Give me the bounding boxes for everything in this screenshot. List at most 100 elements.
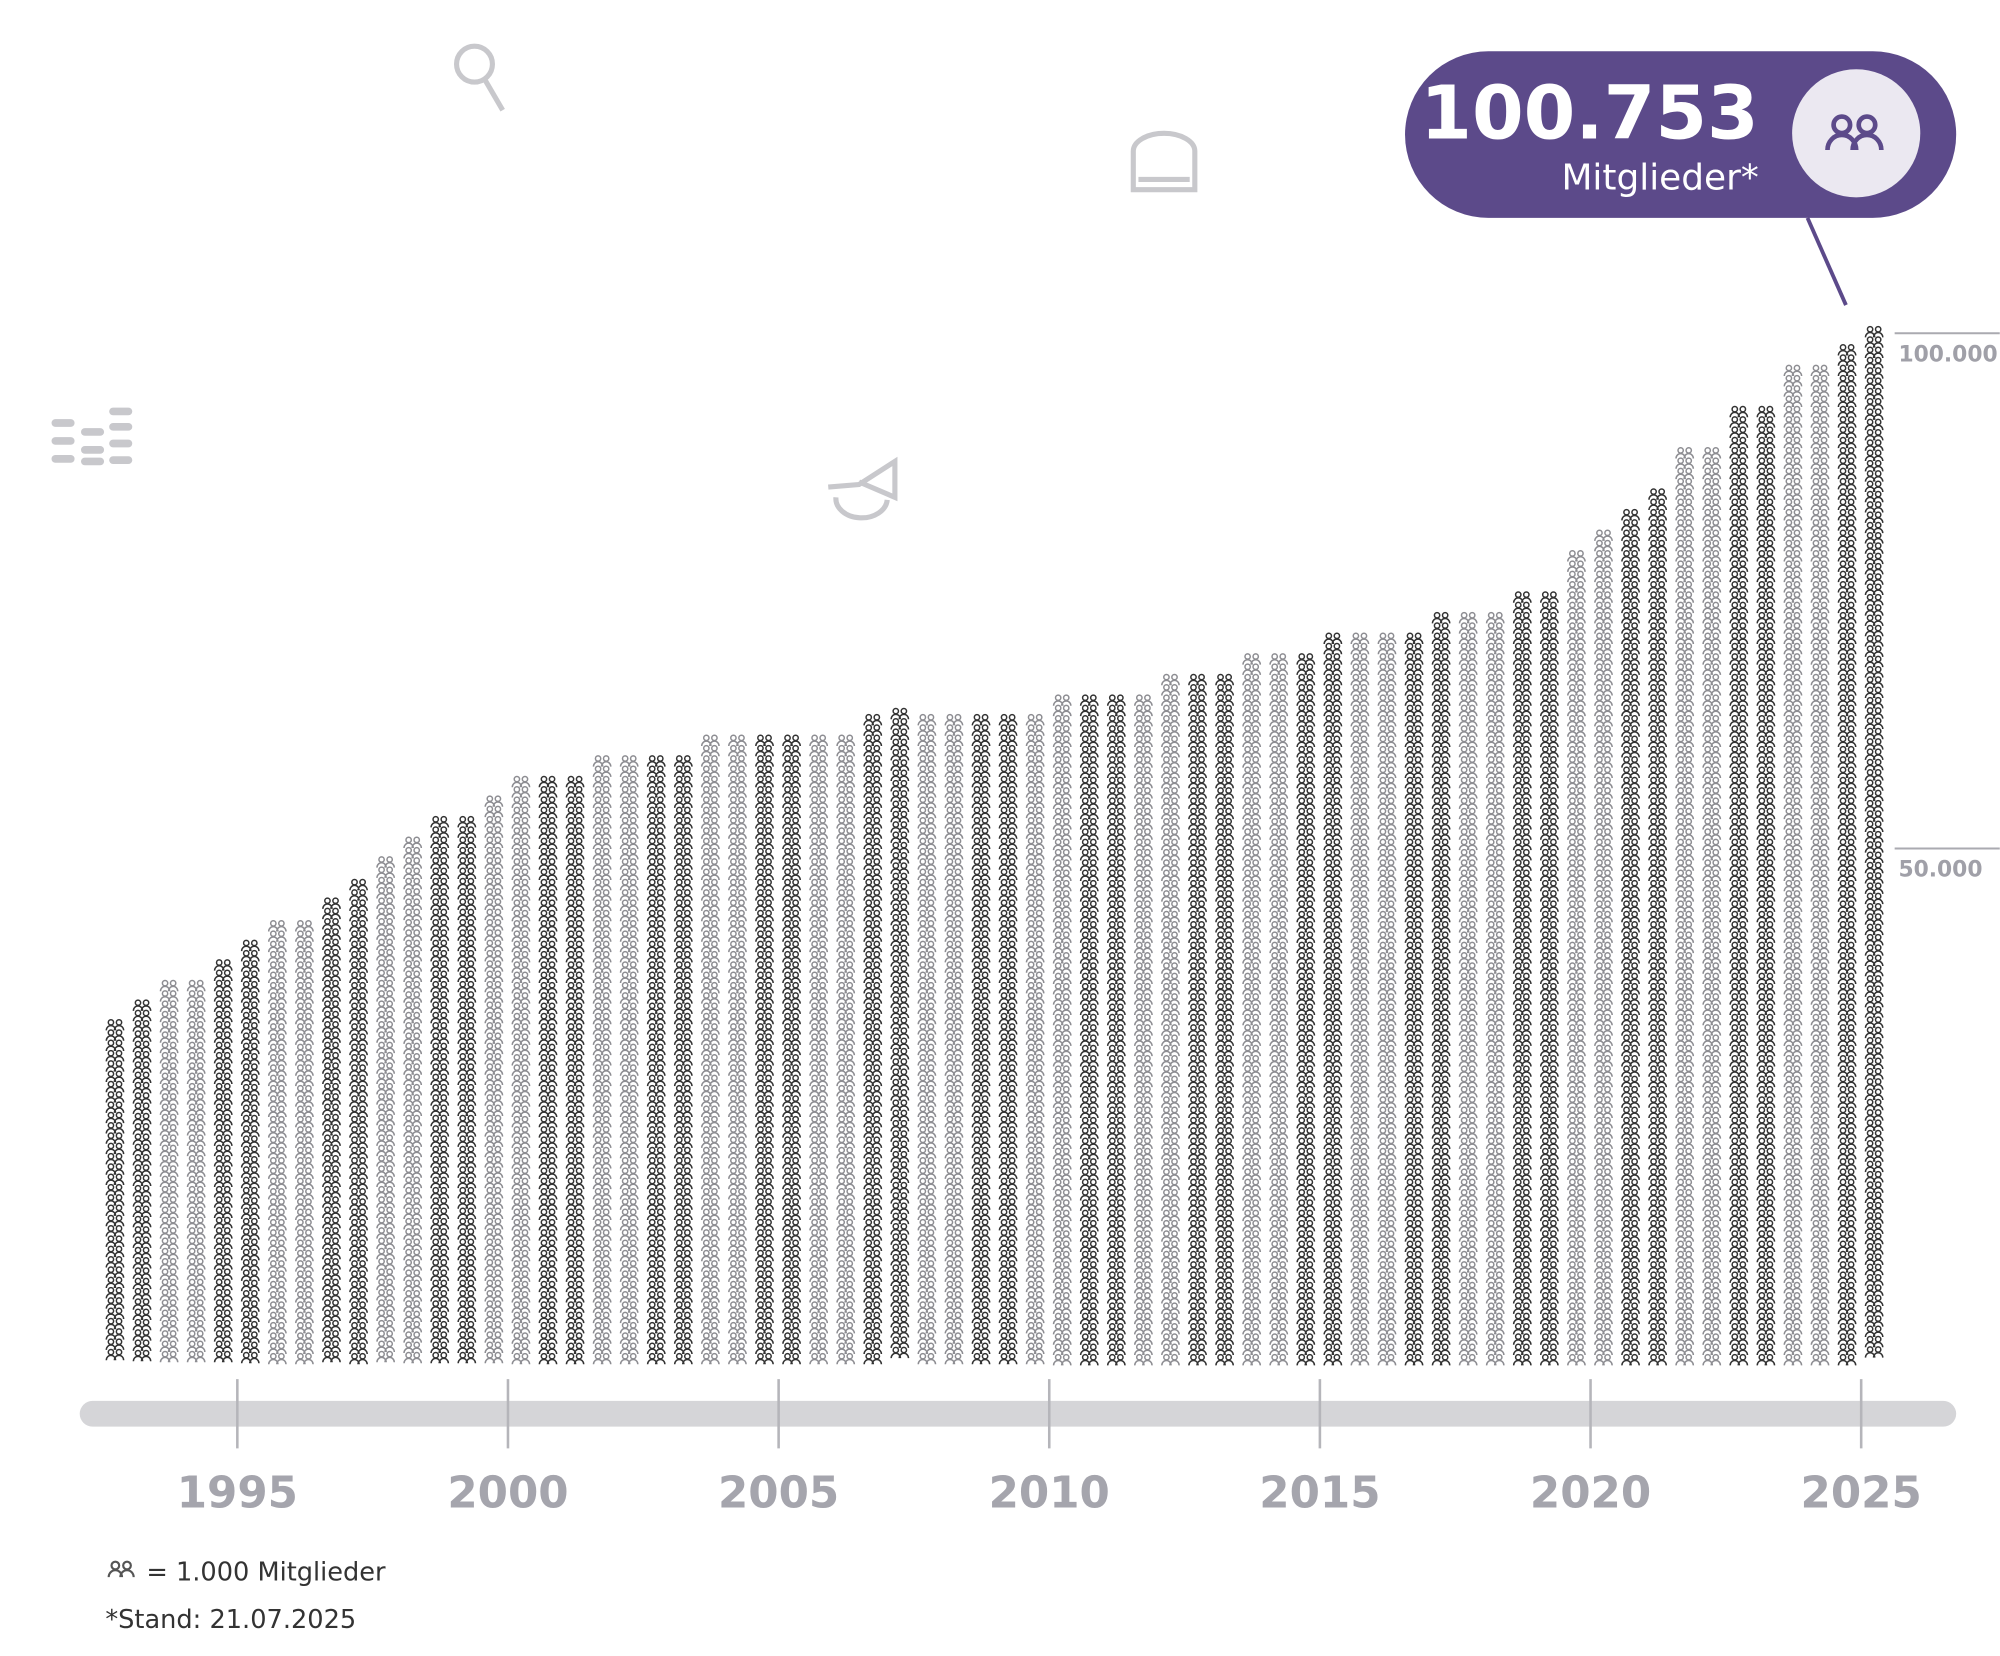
person-icon	[376, 1185, 396, 1198]
person-icon	[1485, 1147, 1505, 1160]
person-icon	[1052, 1333, 1072, 1346]
person-icon	[1783, 1343, 1803, 1356]
person-icon	[1594, 993, 1613, 1006]
person-icon	[836, 1136, 856, 1149]
person-icon	[484, 888, 504, 900]
person-icon	[1458, 1168, 1478, 1181]
person-icon	[1729, 1044, 1749, 1057]
person-icon	[1106, 745, 1126, 758]
person-icon	[1133, 1085, 1153, 1098]
person-icon	[592, 1352, 612, 1365]
person-icon	[1025, 786, 1045, 798]
person-icon	[727, 950, 747, 963]
person-icon	[1350, 1003, 1370, 1016]
person-icon	[1350, 1353, 1370, 1366]
person-icon	[1702, 766, 1722, 779]
person-icon	[1079, 766, 1099, 779]
person-icon	[1729, 436, 1749, 449]
person-icon	[186, 979, 206, 992]
person-icon	[430, 1125, 450, 1137]
person-icon	[619, 816, 639, 829]
person-icon	[1458, 663, 1478, 676]
person-icon	[1864, 593, 1884, 606]
person-icon	[1594, 1250, 1613, 1263]
person-icon	[1675, 1302, 1695, 1315]
person-icon	[619, 858, 639, 871]
person-icon	[1512, 817, 1532, 830]
person-icon	[484, 1341, 504, 1354]
person-icon	[1079, 1044, 1099, 1057]
person-icon	[1458, 611, 1478, 624]
person-icon	[1296, 756, 1316, 768]
person-icon	[1837, 714, 1857, 727]
person-icon	[1837, 673, 1857, 686]
person-icon	[1864, 892, 1884, 905]
person-icon	[1621, 859, 1641, 872]
person-icon	[863, 1270, 883, 1283]
person-icon	[1512, 1250, 1532, 1263]
person-icon	[998, 1198, 1018, 1211]
person-icon	[727, 1218, 747, 1231]
icon-column	[267, 919, 287, 1365]
icon-column	[403, 836, 423, 1364]
person-icon	[673, 1332, 693, 1345]
person-icon	[1810, 1261, 1830, 1273]
person-icon	[1296, 859, 1316, 872]
person-icon	[565, 1311, 585, 1324]
person-icon	[1133, 890, 1153, 902]
person-icon	[1594, 1137, 1613, 1150]
person-icon	[1648, 735, 1668, 748]
person-icon	[1485, 632, 1505, 645]
person-icon	[1106, 1168, 1126, 1181]
person-icon	[592, 816, 612, 829]
person-icon	[267, 971, 287, 984]
person-icon	[944, 1249, 964, 1262]
person-icon	[1837, 477, 1857, 490]
person-icon	[1566, 1127, 1586, 1139]
person-icon	[863, 1156, 883, 1169]
icon-column	[1025, 713, 1045, 1365]
person-icon	[727, 930, 747, 943]
person-icon	[1269, 683, 1289, 696]
person-icon	[1810, 632, 1830, 645]
person-icon	[1783, 405, 1803, 418]
person-icon	[1215, 1044, 1235, 1057]
person-icon	[538, 1033, 558, 1046]
person-icon	[1783, 745, 1803, 758]
person-icon	[890, 996, 910, 1009]
person-icon	[1566, 1199, 1586, 1212]
person-icon	[971, 1208, 991, 1221]
person-icon	[1431, 869, 1451, 882]
person-icon	[1377, 704, 1397, 717]
person-icon	[484, 949, 504, 962]
person-icon	[836, 1053, 856, 1066]
person-icon	[673, 1290, 693, 1303]
person-icon	[1350, 776, 1370, 789]
person-icon	[1052, 1044, 1072, 1057]
person-icon	[484, 1032, 504, 1045]
person-icon	[1485, 683, 1505, 696]
person-icon	[1458, 1343, 1478, 1356]
person-icon	[1648, 1188, 1668, 1201]
person-icon	[1485, 1003, 1505, 1016]
person-icon	[1215, 1281, 1235, 1294]
person-icon	[1783, 756, 1803, 768]
person-icon	[1485, 859, 1505, 872]
person-icon	[511, 858, 531, 871]
person-icon	[1025, 1198, 1045, 1211]
person-icon	[727, 1301, 747, 1314]
person-icon	[1161, 1096, 1180, 1109]
x-tick-label: 2000	[447, 1468, 568, 1518]
person-icon	[349, 971, 368, 984]
person-icon	[1621, 1168, 1641, 1181]
person-icon	[1323, 1065, 1343, 1078]
person-icon	[1756, 787, 1776, 799]
person-icon	[619, 1290, 639, 1303]
person-icon	[1161, 869, 1180, 882]
person-icon	[1810, 756, 1830, 768]
person-icon	[1215, 1291, 1235, 1304]
person-icon	[1458, 1219, 1478, 1232]
person-icon	[727, 816, 747, 829]
person-icon	[1648, 1353, 1668, 1366]
person-icon	[1864, 913, 1884, 926]
